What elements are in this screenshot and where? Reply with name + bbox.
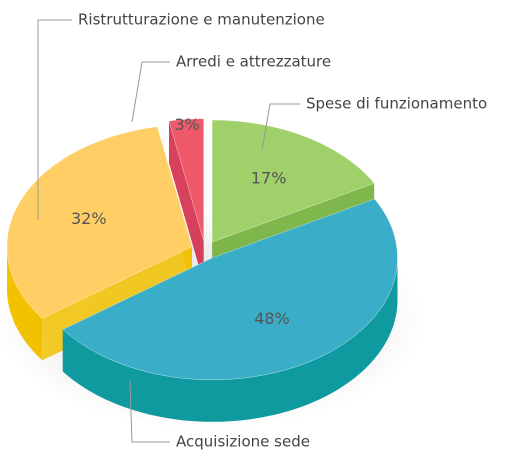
slice <box>62 198 398 381</box>
slice-side <box>7 246 43 361</box>
leader-line <box>37 19 72 220</box>
slice-side <box>62 257 398 422</box>
category-label: Acquisizione sede <box>176 433 310 451</box>
slice <box>168 118 204 241</box>
leader-line <box>129 379 170 443</box>
category-label: Ristrutturazione e manutenzione <box>78 11 325 29</box>
slice-wall <box>169 121 204 283</box>
leader-line <box>131 61 170 123</box>
value-label: 17% <box>251 169 287 188</box>
leader-line <box>261 103 300 151</box>
value-label: 48% <box>254 309 290 328</box>
value-label: 3% <box>174 115 199 134</box>
value-label: 32% <box>71 209 107 228</box>
category-label: Spese di funzionamento <box>306 95 487 113</box>
category-label: Arredi e attrezzature <box>176 53 331 71</box>
slice <box>6 126 193 319</box>
slice <box>211 119 375 243</box>
